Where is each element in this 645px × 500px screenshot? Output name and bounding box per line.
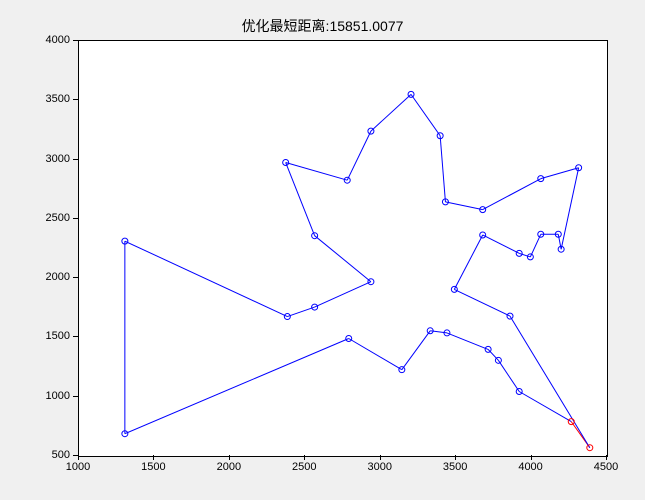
path-segment (498, 360, 519, 391)
xtick (380, 455, 381, 460)
path-segment (483, 235, 520, 253)
xtick (78, 455, 79, 460)
path-segment (488, 349, 498, 360)
path-segment (287, 307, 314, 316)
xtick (229, 455, 230, 460)
path-segment (454, 289, 510, 316)
xtick-label: 3500 (443, 461, 467, 473)
ytick (73, 336, 78, 337)
xtick-label: 1500 (141, 461, 165, 473)
ytick (73, 159, 78, 160)
ytick-label: 3000 (38, 153, 70, 165)
path-segment (125, 338, 349, 433)
path-segment (286, 163, 315, 236)
xtick-label: 3000 (367, 461, 391, 473)
node-marker (527, 254, 533, 260)
path-segment (440, 136, 445, 202)
path-segment (125, 241, 287, 316)
ytick-label: 1500 (38, 330, 70, 342)
ytick-label: 500 (38, 449, 70, 461)
ytick (73, 396, 78, 397)
xtick (304, 455, 305, 460)
xtick-label: 2500 (292, 461, 316, 473)
plot-svg (79, 41, 607, 456)
xtick (531, 455, 532, 460)
xtick (153, 455, 154, 460)
xtick-label: 4500 (594, 461, 618, 473)
path-segment (541, 168, 579, 179)
ytick (73, 40, 78, 41)
path-segment (519, 391, 571, 421)
ytick (73, 218, 78, 219)
path-segment (483, 179, 541, 210)
path-segment (447, 333, 488, 349)
path-segment (454, 235, 482, 289)
path-segment (371, 94, 411, 131)
plot-area (78, 40, 608, 457)
chart-title: 优化最短距离:15851.0077 (0, 16, 645, 36)
path-segment (286, 163, 348, 181)
ytick-label: 4000 (38, 34, 70, 46)
xtick (606, 455, 607, 460)
path-segment (561, 168, 578, 249)
path-segment (445, 202, 482, 210)
ytick-label: 2000 (38, 271, 70, 283)
ytick-label: 3500 (38, 93, 70, 105)
xtick (455, 455, 456, 460)
ytick-label: 2500 (38, 212, 70, 224)
ytick-label: 1000 (38, 390, 70, 402)
ytick (73, 277, 78, 278)
path-segment (315, 282, 371, 307)
path-segment (411, 94, 440, 135)
node-marker (283, 160, 289, 166)
path-segment (510, 316, 590, 448)
xtick-label: 2000 (217, 461, 241, 473)
path-segment (530, 234, 540, 257)
ytick (73, 455, 78, 456)
xtick-label: 1000 (66, 461, 90, 473)
path-segment (402, 331, 430, 370)
chart-container: 优化最短距离:15851.0077 1000 1500 2000 2500 3000 35… (0, 0, 645, 500)
path-segment (349, 338, 402, 369)
ytick (73, 99, 78, 100)
path-segment (347, 131, 371, 180)
path-segment (315, 236, 371, 282)
xtick-label: 4000 (518, 461, 542, 473)
